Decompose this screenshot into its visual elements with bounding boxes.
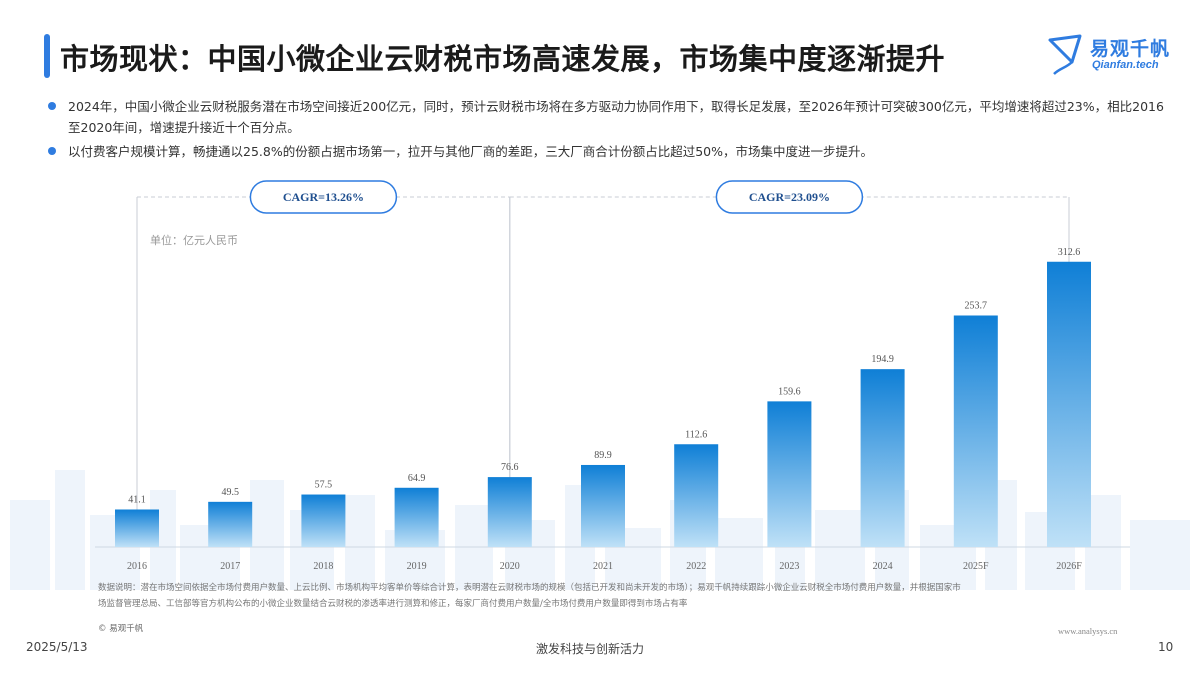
bar-value-label: 159.6 [778,386,801,397]
bar-value-label: 76.6 [501,462,519,473]
bar-value-label: 194.9 [871,354,894,365]
bar-value-label: 89.9 [594,450,612,461]
cagr-label: CAGR=23.09% [749,190,830,204]
bar-value-label: 41.1 [128,494,146,505]
bar-2016 [115,509,159,547]
footer-date: 2025/5/13 [26,640,88,654]
page-number: 10 [1158,640,1174,654]
data-notes-line-2: 场监督管理总局、工信部等官方机构公布的小微企业数量结合云财税的渗透率进行测算和修… [98,599,688,609]
x-tick-label: 2018 [313,561,333,572]
bar-value-label: 64.9 [408,473,426,484]
bar-value-label: 312.6 [1058,247,1081,258]
bar-value-label: 112.6 [685,429,707,440]
x-tick-label: 2026F [1056,561,1082,572]
data-notes: 数据说明：潜在市场空间依据全市场付费用户数量、上云比例、市场机构平均客单价等综合… [98,580,1138,612]
cagr-label: CAGR=13.26% [283,190,364,204]
bullet-text: 2024年，中国小微企业云财税服务潜在市场空间接近200亿元，同时，预计云财税市… [68,99,1164,135]
bullet-dot-icon [48,102,56,110]
bar-2022 [674,444,719,547]
copyright-text: © 易观千帆 [98,624,144,634]
bar-2023 [767,401,812,547]
summary-bullet-1: 2024年，中国小微企业云财税服务潜在市场空间接近200亿元，同时，预计云财税市… [48,96,1168,138]
bar-2026F [1047,261,1091,547]
bar-2024 [860,369,905,547]
bullet-text: 以付费客户规模计算，畅捷通以25.8%的份额占据市场第一，拉开与其他厂商的差距，… [68,144,873,159]
chart-unit-label: 单位：亿元人民币 [150,233,238,247]
bullet-dot-icon [48,147,56,155]
bar-value-label: 49.5 [221,487,239,498]
x-tick-label: 2023 [779,561,799,572]
x-tick-label: 2022 [686,561,706,572]
x-tick-label: 2017 [220,561,240,572]
data-notes-line-1: 数据说明：潜在市场空间依据全市场付费用户数量、上云比例、市场机构平均客单价等综合… [98,583,961,593]
footer-slogan: 激发科技与创新活力 [536,642,645,656]
bar-2021 [581,464,625,547]
x-tick-label: 2016 [127,561,147,572]
page-title: 市场现状：中国小微企业云财税市场高速发展，市场集中度逐渐提升 [60,42,946,76]
cagr-pill [249,180,398,214]
x-tick-label: 2025F [963,561,989,572]
brand-name: 易观千帆 [1090,38,1171,60]
bar-value-label: 253.7 [965,300,988,311]
market-size-chart: 单位：亿元人民币 CAGR=13.26% CAGR=23.09% 41.1 2016 4… [95,180,1130,572]
bar-2019 [394,487,439,547]
source-url: www.analysys.cn [1058,626,1118,636]
bar-value-label: 57.5 [315,480,333,491]
brand-domain: Qianfan.tech [1092,59,1159,71]
summary-bullets: 2024年，中国小微企业云财税服务潜在市场空间接近200亿元，同时，预计云财税市… [48,96,1168,165]
x-tick-label: 2024 [873,561,893,572]
bar-2020 [487,477,532,547]
bar-2025F [953,315,998,547]
bar-2017 [208,501,253,547]
bar-2018 [301,494,346,547]
x-tick-label: 2019 [407,561,427,572]
cagr-pill [715,180,864,214]
summary-bullet-2: 以付费客户规模计算，畅捷通以25.8%的份额占据市场第一，拉开与其他厂商的差距，… [48,141,1168,162]
title-accent-bar [44,34,50,78]
x-tick-label: 2021 [593,561,613,572]
kite-logo-icon [1048,34,1082,75]
brand-logo: 易观千帆 Qianfan.tech [1046,32,1186,78]
x-tick-label: 2020 [500,561,520,572]
